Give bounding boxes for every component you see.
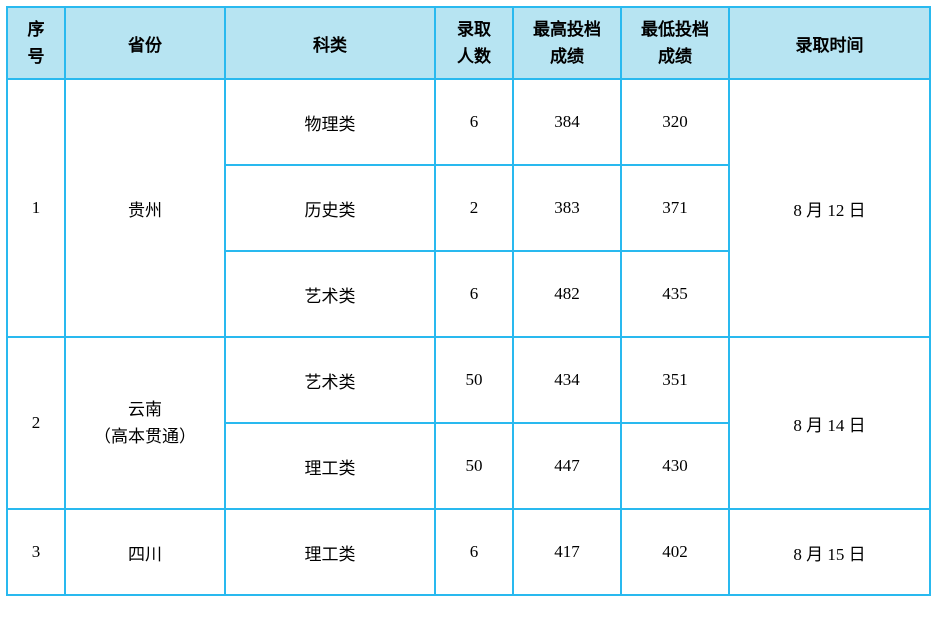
cell-province: 四川: [65, 509, 225, 595]
cell-province: 云南 （高本贯通）: [65, 337, 225, 509]
cell-low: 435: [621, 251, 729, 337]
col-header-count-l2: 人数: [457, 47, 491, 66]
cell-low: 351: [621, 337, 729, 423]
col-header-count: 录取 人数: [435, 7, 513, 79]
cell-low: 371: [621, 165, 729, 251]
cell-province-l1: 云南: [128, 400, 162, 419]
table-row: 3 四川 理工类 6 417 402 8 月 15 日: [7, 509, 930, 595]
cell-index: 3: [7, 509, 65, 595]
col-header-date: 录取时间: [729, 7, 930, 79]
cell-category: 物理类: [225, 79, 435, 165]
col-header-high-l1: 最高投档: [533, 20, 601, 39]
table-row: 1 贵州 物理类 6 384 320 8 月 12 日: [7, 79, 930, 165]
cell-low: 402: [621, 509, 729, 595]
cell-count: 50: [435, 423, 513, 509]
col-header-low: 最低投档 成绩: [621, 7, 729, 79]
cell-high: 434: [513, 337, 621, 423]
cell-count: 2: [435, 165, 513, 251]
cell-index: 1: [7, 79, 65, 337]
col-header-low-l1: 最低投档: [641, 20, 709, 39]
cell-high: 417: [513, 509, 621, 595]
cell-high: 384: [513, 79, 621, 165]
cell-count: 6: [435, 509, 513, 595]
admissions-table: 序 号 省份 科类 录取 人数 最高投档 成绩 最低投档: [6, 6, 931, 596]
cell-province: 贵州: [65, 79, 225, 337]
cell-date: 8 月 15 日: [729, 509, 930, 595]
cell-low: 320: [621, 79, 729, 165]
cell-count: 6: [435, 251, 513, 337]
cell-index: 2: [7, 337, 65, 509]
col-header-province: 省份: [65, 7, 225, 79]
col-header-count-l1: 录取: [457, 20, 491, 39]
table-header-row: 序 号 省份 科类 录取 人数 最高投档 成绩 最低投档: [7, 7, 930, 79]
cell-high: 383: [513, 165, 621, 251]
cell-count: 6: [435, 79, 513, 165]
cell-date: 8 月 14 日: [729, 337, 930, 509]
cell-date: 8 月 12 日: [729, 79, 930, 337]
cell-category: 理工类: [225, 423, 435, 509]
table-row: 2 云南 （高本贯通） 艺术类 50 434 351 8 月 14 日: [7, 337, 930, 423]
col-header-low-l2: 成绩: [658, 47, 692, 66]
col-header-index-l2: 号: [28, 47, 45, 66]
cell-category: 历史类: [225, 165, 435, 251]
cell-low: 430: [621, 423, 729, 509]
cell-high: 482: [513, 251, 621, 337]
col-header-high: 最高投档 成绩: [513, 7, 621, 79]
col-header-high-l2: 成绩: [550, 47, 584, 66]
col-header-index: 序 号: [7, 7, 65, 79]
col-header-category: 科类: [225, 7, 435, 79]
cell-high: 447: [513, 423, 621, 509]
cell-province-l2: （高本贯通）: [94, 427, 196, 446]
cell-category: 艺术类: [225, 251, 435, 337]
cell-category: 理工类: [225, 509, 435, 595]
col-header-index-l1: 序: [28, 20, 45, 39]
cell-count: 50: [435, 337, 513, 423]
cell-category: 艺术类: [225, 337, 435, 423]
